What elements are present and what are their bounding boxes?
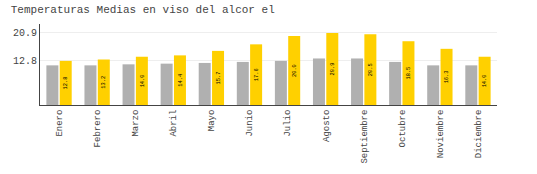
svg-text:20.9: 20.9	[13, 28, 37, 39]
svg-text:Agosto: Agosto	[322, 110, 332, 142]
svg-text:18.5: 18.5	[406, 67, 412, 80]
svg-text:Marzo: Marzo	[131, 110, 141, 137]
svg-text:Mayo: Mayo	[207, 110, 217, 132]
svg-text:Noviembre: Noviembre	[436, 110, 446, 159]
svg-text:14.0: 14.0	[482, 75, 488, 88]
svg-text:15.7: 15.7	[216, 72, 222, 85]
svg-text:12.8: 12.8	[63, 77, 69, 90]
svg-text:20.0: 20.0	[292, 64, 298, 77]
svg-text:20.5: 20.5	[368, 63, 374, 76]
svg-text:Temperaturas Medias en viso de: Temperaturas Medias en viso del alcor el	[11, 4, 275, 16]
svg-text:13.2: 13.2	[101, 76, 107, 89]
svg-text:Junio: Junio	[245, 110, 255, 137]
svg-text:Abril: Abril	[169, 110, 179, 137]
svg-text:Febrero: Febrero	[93, 110, 103, 148]
svg-text:14.4: 14.4	[178, 74, 184, 87]
svg-text:20.9: 20.9	[330, 63, 336, 76]
svg-text:Septiembre: Septiembre	[360, 110, 370, 164]
svg-text:12.8: 12.8	[13, 56, 37, 67]
svg-text:Julio: Julio	[283, 110, 293, 137]
svg-text:Octubre: Octubre	[398, 110, 408, 148]
svg-text:Enero: Enero	[55, 110, 65, 137]
svg-text:16.3: 16.3	[444, 71, 450, 84]
svg-text:Diciembre: Diciembre	[474, 110, 484, 159]
svg-text:17.6: 17.6	[254, 68, 260, 81]
svg-text:14.0: 14.0	[140, 75, 146, 88]
